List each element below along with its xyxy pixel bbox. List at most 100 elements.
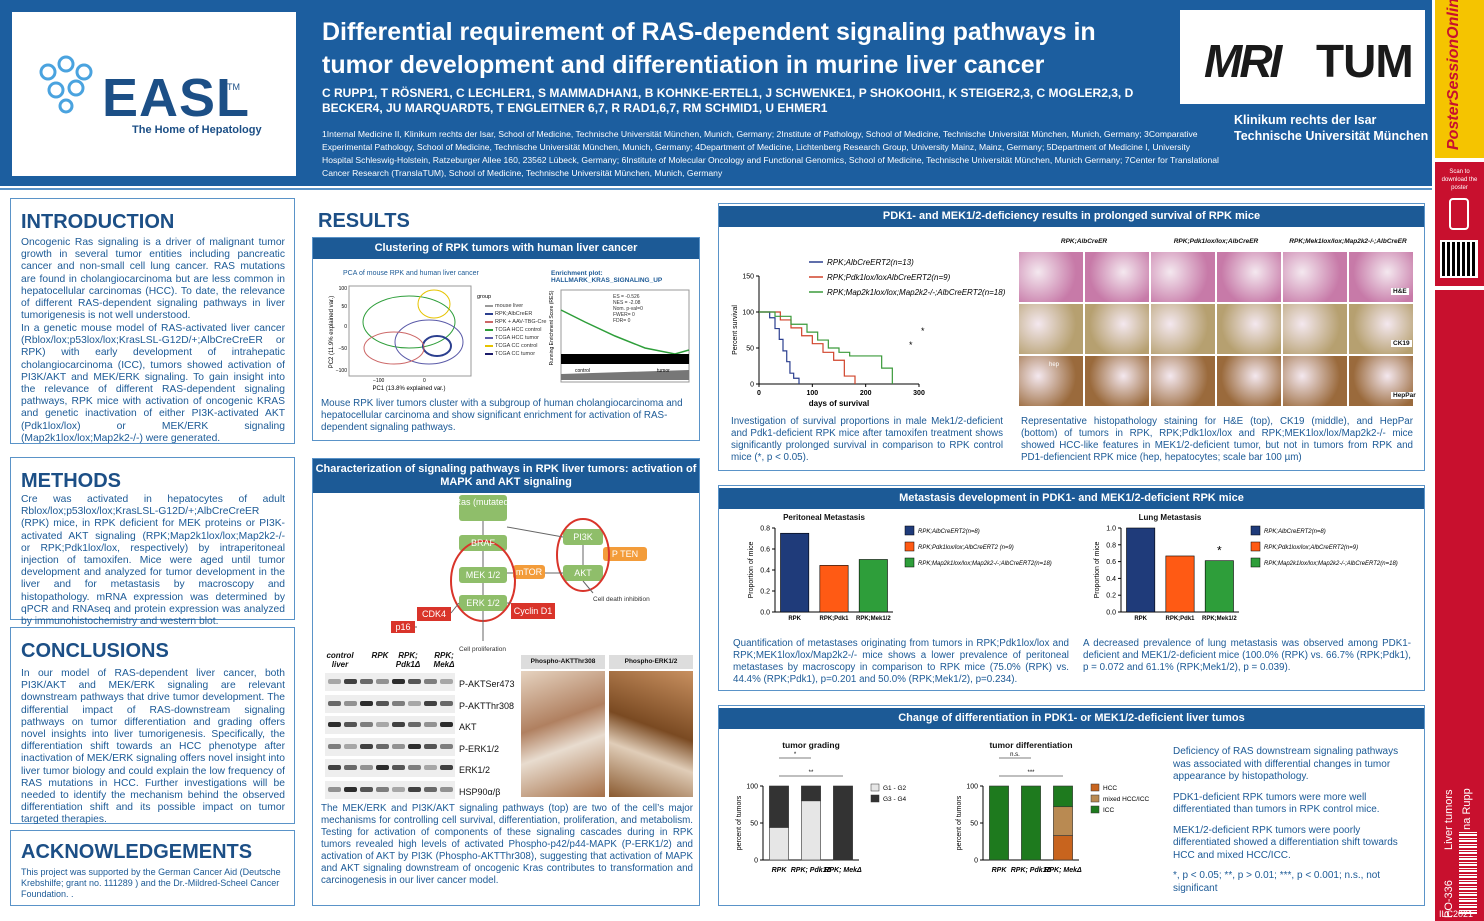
x-tick-label: RPK;Mek1/2 — [1202, 616, 1237, 622]
blot-row-label: AKT — [459, 722, 477, 732]
band — [328, 786, 341, 792]
western-blot — [325, 673, 455, 803]
legend-label: RPK;Pdk1lox/lox;AlbCreERT2(n=9) — [1264, 545, 1358, 551]
signaling-panel: Characterization of signaling pathways i… — [312, 458, 700, 906]
lung-chart: Lung Metastasis 0.0 0.2 0.4 0.6 0.8 1.0 Proport… — [1094, 513, 1398, 622]
paragraph: In our model of RAS-dependent liver canc… — [21, 668, 285, 826]
easl-logo-box: EASL TM The Home of Hepatology — [12, 12, 296, 176]
metastasis-panel: Metastasis development in PDK1- and MEK1… — [718, 485, 1425, 691]
conclusions-panel: CONCLUSIONS In our model of RAS-dependen… — [10, 627, 295, 826]
caption: Investigation of survival proportions in… — [731, 416, 1003, 463]
band — [392, 743, 405, 749]
caption: Representative histopathology staining f… — [1021, 416, 1413, 463]
enrichment-left: control — [575, 368, 590, 374]
node-label: Cell proliferation — [459, 646, 506, 653]
legend-label: RPK;AlbCreERT2(n=8) — [1264, 529, 1326, 535]
node — [563, 565, 603, 581]
y-tick-label: 0 — [750, 382, 754, 389]
annotation: * — [909, 340, 913, 350]
x-tick-label: RPK — [1134, 616, 1147, 622]
histo-column-label: RPK;AlbCreER — [1060, 238, 1108, 245]
easl-wordmark: EASL — [102, 68, 251, 128]
band — [392, 722, 405, 727]
band — [424, 679, 437, 684]
legend-label: RPK;AlbCreERT2(n=8) — [918, 529, 980, 535]
survival-line — [759, 311, 800, 384]
band — [392, 700, 405, 706]
band — [328, 743, 341, 749]
bar — [819, 565, 849, 613]
y-tick-label: 50 — [750, 821, 758, 828]
bar — [780, 532, 810, 613]
band — [440, 786, 453, 792]
y-tick-label: 50 — [970, 821, 978, 828]
band — [408, 700, 421, 706]
paragraph: Oncogenic Ras signaling is a driver of m… — [21, 237, 285, 322]
sidebar-info: Liver tumors Carina Rupp PO-336 ILC2021 — [1435, 290, 1484, 921]
divider — [0, 188, 1432, 190]
legend-label: TCGA HCC control — [495, 327, 542, 333]
introduction-panel: INTRODUCTION Oncogenic Ras signaling is … — [10, 198, 295, 444]
node-label: Cyclin D1 — [514, 606, 553, 616]
enrichment-right: tumor — [657, 368, 670, 374]
differentiation-text: Deficiency of RAS downstream signaling p… — [1173, 746, 1413, 895]
legend-label: G1 - G2 — [883, 785, 907, 792]
cluster-ellipse — [394, 319, 464, 365]
y-tick-label: 0.8 — [1106, 542, 1116, 549]
legend-label: RPK;Pdk1lox/loxAlbCreERT2(n=9) — [827, 273, 951, 282]
blot-band — [325, 737, 455, 756]
band — [344, 679, 357, 684]
legend-label: G3 - G4 — [883, 796, 907, 803]
band — [344, 743, 357, 749]
legend-swatch — [1090, 794, 1100, 803]
legend-label: RPK;Map2k1lox/lox;Map2k2-/-;AlbCreERT2(n… — [827, 288, 1006, 297]
qr-code — [1440, 240, 1478, 278]
band — [408, 722, 421, 727]
bar-segment — [1053, 835, 1073, 861]
ihc-label: Phospho-AKTThr308 — [521, 655, 605, 669]
band — [360, 679, 373, 684]
histo-image — [1019, 252, 1083, 302]
chart-title: tumor grading — [782, 740, 840, 750]
annotation: * — [1217, 544, 1222, 558]
x-axis-label: days of survival — [809, 399, 869, 408]
enrichment-frame — [560, 289, 690, 383]
node-label: BRAF — [471, 538, 496, 548]
band — [440, 722, 453, 727]
node — [459, 495, 507, 521]
chart-title: Lung Metastasis — [1139, 513, 1202, 522]
band — [376, 700, 389, 706]
x-tick-label: RPK; MekΔ — [1044, 867, 1082, 874]
band — [360, 722, 373, 727]
enrichment-curve — [560, 309, 690, 355]
legend-entry: RPK + AAV-TBG-Cre — [485, 318, 546, 326]
histo-image — [1283, 252, 1347, 302]
legend-swatch — [1250, 525, 1261, 536]
pca-title: PCA of mouse RPK and human liver cancer — [343, 270, 479, 277]
panel-header: Clustering of RPK tumors with human live… — [313, 238, 699, 259]
section-heading: ACKNOWLEDGEMENTS — [21, 841, 253, 863]
paragraph: Cre was activated in hepatocytes of adul… — [21, 494, 285, 628]
x-tick-label: RPK — [772, 867, 788, 874]
legend-label: RPK;Map2k1lox/lox;Map2k2-/-;AlbCreERT2(n… — [1264, 561, 1398, 567]
barcode — [1459, 830, 1477, 914]
histo-image — [1151, 252, 1215, 302]
hit-band — [561, 354, 689, 364]
legend-label: TCGA HCC tumor — [495, 335, 540, 341]
pathway-diagram: Ras (mutated) BRAF MEK 1/2 ERK 1/2 PI3K … — [391, 495, 650, 653]
histo-image — [1085, 356, 1149, 406]
band — [440, 700, 453, 706]
pca-plot: −100 0 100 50 0 −50 −100 PC2 (11.9% expl… — [329, 285, 491, 392]
histo-image — [1283, 304, 1347, 354]
differentiation-panel: Change of differentiation in PDK1- or ME… — [718, 705, 1425, 906]
legend-swatch — [904, 557, 915, 568]
histo-image — [1217, 304, 1281, 354]
enrichment-title: Enrichment plot: HALLMARK_KRAS_SIGNALING… — [551, 270, 663, 284]
cluster-ellipse — [417, 289, 451, 319]
rank-metric — [561, 370, 689, 380]
histo-row-label: H&E — [1391, 288, 1409, 295]
histo-image — [1019, 304, 1083, 354]
band — [424, 722, 437, 727]
